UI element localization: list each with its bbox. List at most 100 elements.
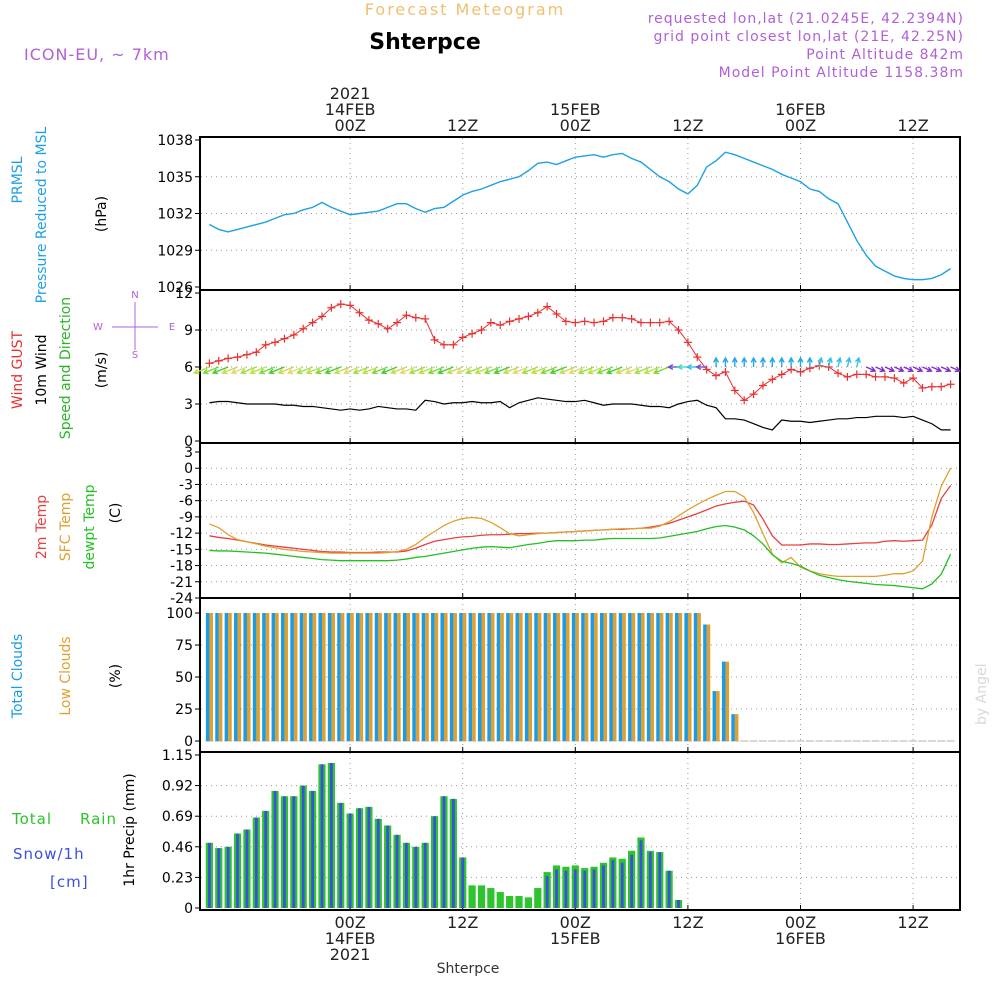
time-label-bottom: 00Z <box>560 913 591 932</box>
temperature-frame <box>199 442 961 599</box>
wind-direction-arrowhead <box>667 363 674 371</box>
snow-bar <box>555 869 558 908</box>
total-cloud-bar <box>515 613 520 741</box>
temperature-panel: -24-21-18-15-12-9-6-303 <box>170 442 961 607</box>
total-cloud-bar <box>590 613 595 741</box>
temperature-ytick-label: 0 <box>184 461 193 477</box>
wind-direction-arrowhead <box>371 368 378 375</box>
wind-direction-arrow <box>334 366 351 374</box>
wind-direction-arrow <box>363 366 379 374</box>
wind-direction-arrowhead <box>455 368 463 375</box>
wind-direction-arrowhead <box>390 368 397 375</box>
temperature-ytick-label: -21 <box>170 575 193 591</box>
wind-direction-arrow <box>950 366 960 372</box>
rain-bar <box>468 885 476 908</box>
temp-2m-label: 2m Temp <box>34 495 50 559</box>
low-cloud-bar <box>678 613 683 741</box>
low-cloud-bar <box>246 613 251 741</box>
temp-dewpt-line <box>209 524 952 590</box>
low-cloud-bar <box>565 613 570 741</box>
time-label-top: 12Z <box>672 116 703 135</box>
low-cloud-bar <box>218 613 223 741</box>
low-cloud-bar <box>500 613 504 741</box>
wind-direction-arrowhead <box>474 368 481 375</box>
low-cloud-bar <box>228 613 232 741</box>
wind-direction-arrowhead <box>380 368 388 375</box>
wind-direction-arrow <box>231 366 248 374</box>
low-cloud-bar <box>603 613 608 741</box>
wind-direction-arrow <box>837 357 841 368</box>
wind-direction-arrow <box>560 366 576 374</box>
wind-direction-arrowhead <box>333 368 341 375</box>
total-cloud-bar <box>628 613 632 741</box>
wind-direction-arrowhead <box>836 356 843 363</box>
wind-direction-arrowhead <box>268 368 275 375</box>
rain-bar <box>506 896 514 908</box>
wind-direction-arrowhead <box>615 368 622 375</box>
low-cloud-bar <box>716 691 720 741</box>
wind-direction-arrowhead <box>521 368 528 375</box>
snow-bar <box>301 785 305 908</box>
wind-direction-arrowhead <box>845 356 852 363</box>
wind-direction-arrow <box>241 366 257 374</box>
total-cloud-bar <box>234 613 238 741</box>
wind-direction-arrowhead <box>695 363 702 371</box>
low-cloud-bar <box>237 613 242 741</box>
clouds-ytick-label: 100 <box>166 606 193 622</box>
model-label: ICON-EU, ~ 7km <box>24 45 170 64</box>
wind-direction-arrowhead <box>305 368 313 375</box>
wind-direction-arrow <box>203 366 220 374</box>
total-cloud-bar <box>318 613 323 741</box>
compass-west: W <box>93 322 103 333</box>
wind-direction-arrow <box>344 366 360 374</box>
wind-direction-arrowhead <box>211 368 219 375</box>
low-cloud-bar <box>490 613 495 741</box>
low-cloud-bar <box>443 613 448 741</box>
wind-direction-arrowhead <box>343 368 350 375</box>
wind-direction-arrow <box>316 366 332 374</box>
wind-direction-arrow <box>569 366 585 374</box>
time-label-bottom: 12Z <box>672 913 703 932</box>
pressure-line <box>209 151 951 281</box>
wind-direction-arrowhead <box>530 368 538 375</box>
wind-panel-labels: Wind GUST 10m Wind Speed and Direction (… <box>10 290 175 439</box>
snow-bar <box>639 840 643 908</box>
total-cloud-bar <box>440 613 445 741</box>
snow-bar <box>405 842 408 908</box>
low-cloud-bar <box>472 613 476 741</box>
wind-ytick-label: 3 <box>184 397 193 413</box>
snow-bar <box>386 825 390 908</box>
snow-bar <box>254 817 258 908</box>
snow-bar <box>658 852 662 908</box>
wind-direction-arrow <box>428 366 445 374</box>
wind-direction-arrow <box>597 366 614 374</box>
time-label-bottom: 2021 <box>330 945 371 964</box>
clouds-ytick-label: 75 <box>175 638 193 654</box>
pressure-panel-labels: PRMSL Pressure Reduced to MSL (hPa) <box>10 126 110 303</box>
wind-direction-arrow <box>484 366 501 374</box>
wind-direction-arrow <box>827 357 832 368</box>
snow-bar <box>451 798 455 908</box>
wind-direction-arrowhead <box>945 366 952 373</box>
total-cloud-bar <box>477 613 482 741</box>
time-label-bottom: 14FEB <box>325 929 376 948</box>
temperature-ytick-label: -12 <box>170 526 193 542</box>
wind-direction-arrowhead <box>483 368 491 375</box>
low-cloud-bar <box>350 613 354 741</box>
time-label-bottom: 00Z <box>334 913 365 932</box>
snow-bar <box>395 834 399 908</box>
total-cloud-bar <box>534 613 538 741</box>
snow-bar <box>329 762 333 908</box>
wind-direction-arrow <box>912 366 923 372</box>
total-cloud-bar <box>252 613 257 741</box>
wind-direction-arrowhead <box>596 368 603 375</box>
total-cloud-bar <box>665 613 670 741</box>
wind-direction-arrowhead <box>741 356 748 363</box>
wind-direction-arrowhead <box>502 368 510 375</box>
time-label-bottom: 12Z <box>897 913 928 932</box>
wind-direction-arrowhead <box>854 356 861 363</box>
time-label-top: 00Z <box>334 116 365 135</box>
wind-direction-arrowhead <box>239 368 247 375</box>
low-cloud-bar <box>537 613 542 741</box>
